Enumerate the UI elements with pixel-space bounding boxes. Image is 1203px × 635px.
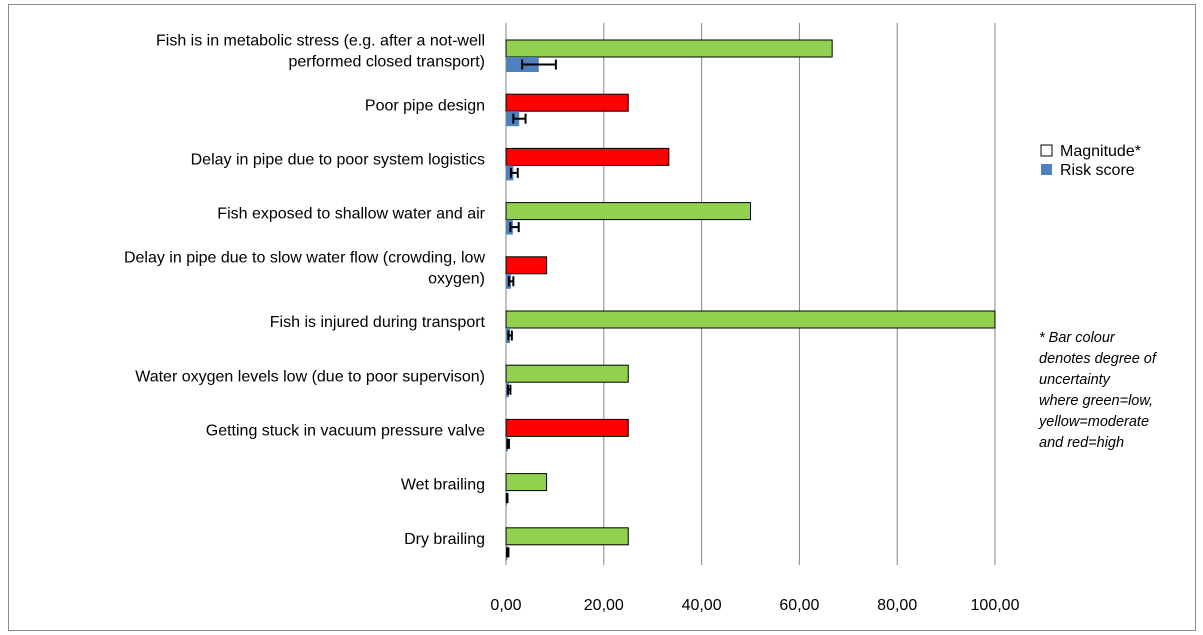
category-label-line: Poor pipe design <box>365 97 485 114</box>
magnitude-bar <box>505 527 629 546</box>
category-label: Wet brailing <box>401 477 485 494</box>
category-label: Getting stuck in vacuum pressure valve <box>206 423 485 440</box>
legend-label-magnitude: Magnitude* <box>1060 143 1141 160</box>
magnitude-bar <box>505 39 833 58</box>
category-label-line: oxygen) <box>428 270 485 287</box>
x-tick-label: 100,00 <box>971 597 1020 614</box>
category-label-line: performed closed transport) <box>288 54 485 71</box>
category-label-line: Dry brailing <box>404 531 485 548</box>
magnitude-bar <box>505 256 548 275</box>
legend-swatch-risk-score <box>1041 164 1052 175</box>
uncertainty-note: * Bar colour denotes degree of uncertain… <box>1039 328 1159 454</box>
category-label-line: Fish is injured during transport <box>270 314 486 331</box>
magnitude-bar <box>505 202 751 221</box>
category-label-line: Wet brailing <box>401 477 485 494</box>
category-labels: Fish is in metabolic stress (e.g. after … <box>124 33 486 548</box>
category-label: Delay in pipe due to slow water flow (cr… <box>124 249 486 287</box>
note-line: uncertainty <box>1039 372 1110 388</box>
category-label: Dry brailing <box>404 531 485 548</box>
note-line: where green=low, <box>1039 393 1154 409</box>
category-label: Poor pipe design <box>365 97 485 114</box>
category-label: Fish is injured during transport <box>270 314 486 331</box>
magnitude-bar <box>505 93 629 112</box>
x-tick-label: 80,00 <box>877 597 917 614</box>
magnitude-bar <box>505 418 629 437</box>
category-label-line: Fish exposed to shallow water and air <box>217 206 485 223</box>
x-tick-label: 0,00 <box>490 597 521 614</box>
note-line: yellow=moderate <box>1039 414 1150 430</box>
category-label: Fish exposed to shallow water and air <box>217 206 485 223</box>
note-line: denotes degree of <box>1039 351 1156 367</box>
magnitude-bar <box>505 364 629 383</box>
risk-score-bar <box>506 165 514 181</box>
legend-swatch-magnitude <box>1040 144 1053 157</box>
note-line: * Bar colour <box>1039 330 1115 346</box>
category-label-line: Fish is in metabolic stress (e.g. after … <box>156 33 485 50</box>
magnitude-bar <box>505 310 996 329</box>
note-line: and red=high <box>1039 435 1125 451</box>
x-axis-ticks: 0,00 20,00 40,00 60,00 80,00 100,00 <box>490 597 1019 614</box>
legend-label-risk-score: Risk score <box>1060 162 1135 179</box>
category-label-line: Delay in pipe due to slow water flow (cr… <box>124 249 486 266</box>
category-label-line: Water oxygen levels low (due to poor sup… <box>135 368 485 385</box>
category-label-line: Delay in pipe due to poor system logisti… <box>191 152 485 169</box>
category-label: Delay in pipe due to poor system logisti… <box>191 152 485 169</box>
magnitude-bar <box>505 147 670 166</box>
category-label-line: Getting stuck in vacuum pressure valve <box>206 423 485 440</box>
category-label: Fish is in metabolic stress (e.g. after … <box>156 33 485 71</box>
legend: Magnitude* Risk score <box>1040 143 1141 179</box>
magnitude-bar <box>505 473 548 492</box>
x-tick-label: 20,00 <box>584 597 624 614</box>
x-tick-label: 40,00 <box>682 597 722 614</box>
x-tick-label: 60,00 <box>779 597 819 614</box>
category-label: Water oxygen levels low (due to poor sup… <box>135 368 485 385</box>
bars <box>505 39 996 560</box>
